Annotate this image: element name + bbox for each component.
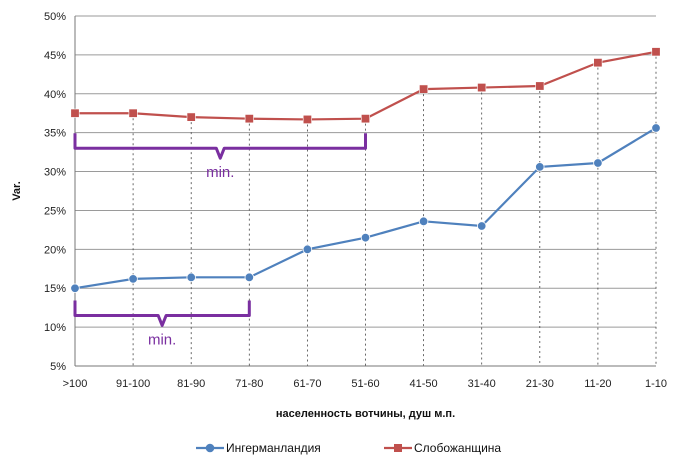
legend-marker [394,444,402,452]
x-tick-label: 1-10 [645,378,667,390]
series-line [75,52,656,120]
legend-marker [206,444,215,453]
grid-lines [75,16,656,366]
x-tick-label: 61-70 [293,378,321,390]
data-point [477,222,486,231]
x-tick-label: 71-80 [235,378,263,390]
min-bracket [75,300,249,325]
y-tick-label: 45% [44,50,66,62]
min-label: min. [148,331,176,348]
data-point [361,114,369,122]
data-point [303,115,311,123]
y-tick-label: 50% [44,11,66,23]
x-tick-label: 81-90 [177,378,205,390]
data-point [652,48,660,56]
data-point [245,273,254,282]
y-tick-label: 15% [44,283,66,295]
y-tick-label: 30% [44,167,66,179]
axes [75,16,656,366]
data-point [536,82,544,90]
data-point [361,233,370,242]
data-point [419,85,427,93]
legend-item: Слобожанщина [384,441,501,455]
x-tick-label: 11-20 [584,378,611,390]
x-axis-label: населенность вотчины, душ м.п. [276,408,455,420]
data-point [594,58,602,66]
data-point [187,113,195,121]
legend-label: Ингерманландия [226,441,321,455]
vertical-drop-lines [75,52,656,366]
data-point [478,83,486,91]
data-point [536,163,545,172]
x-tick-label: 51-60 [351,378,379,390]
y-tick-label: 25% [44,205,66,217]
data-point [129,109,137,117]
x-tick-label: >100 [63,378,88,390]
legend-item: Ингерманландия [196,441,321,455]
data-point [71,284,80,293]
data-point [71,109,79,117]
legend-label: Слобожанщина [414,441,501,455]
x-tick-labels: >100 91-100 81-90 71-80 61-70 51-60 41-50 31-40… [63,378,667,390]
x-tick-label: 91-100 [116,378,150,390]
y-axis-label: Var. [11,181,23,201]
min-bracket [75,133,366,158]
data-point [419,217,428,226]
y-tick-label: 40% [44,89,66,101]
y-tick-label: 10% [44,322,66,334]
legend: Ингерманландия Слобожанщина [196,441,501,455]
x-tick-label: 41-50 [410,378,438,390]
data-point [594,159,603,168]
x-tick-label: 31-40 [468,378,496,390]
y-tick-label: 5% [50,361,66,373]
series-2 [71,48,660,124]
annotations: min. min. [75,133,366,348]
data-point [187,273,196,282]
data-point [303,245,312,254]
x-tick-label: 21-30 [526,378,554,390]
data-point [129,275,138,284]
y-tick-labels: 5% 10% 15% 20% 25% 30% 35% 40% 45% 50% [44,11,66,373]
data-point [652,124,661,133]
y-tick-label: 35% [44,128,66,140]
y-tick-label: 20% [44,244,66,256]
data-point [245,114,253,122]
min-label: min. [206,164,234,181]
